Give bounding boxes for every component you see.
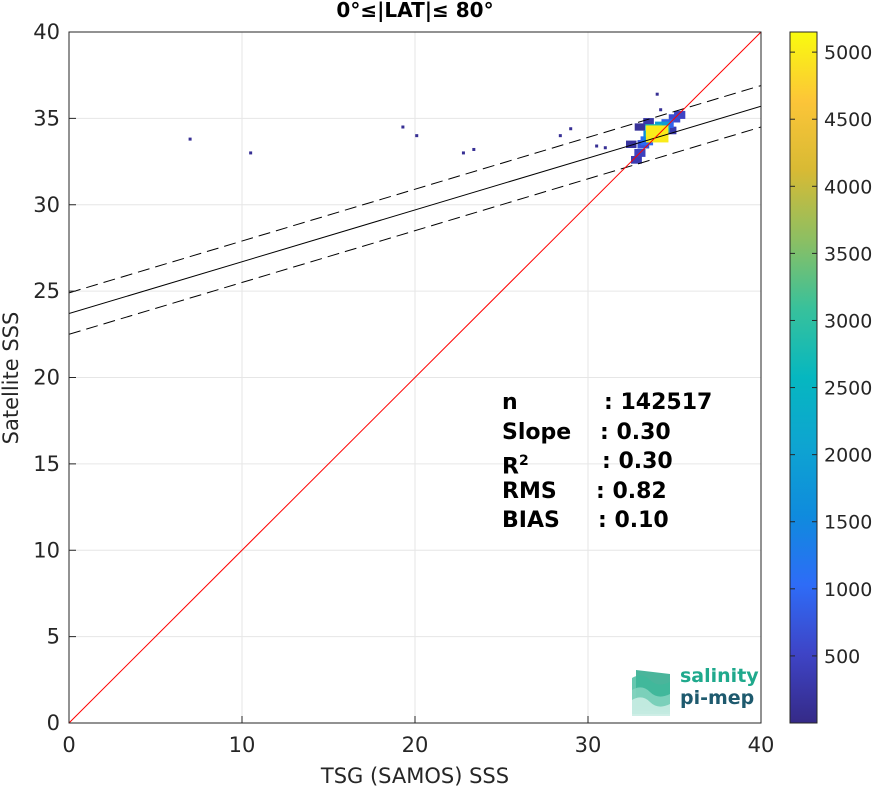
data-marks [69,32,761,723]
density-cell [472,147,476,151]
density-cell [569,127,573,131]
x-axis-label: TSG (SAMOS) SSS [320,764,509,788]
colorbar-tick-label: 2000 [824,445,872,467]
stat-label: Slope [502,419,572,445]
density-cell [643,118,654,126]
y-tick-label: 40 [33,20,60,44]
stat-value: : 0.30 [600,419,671,445]
colorbar-tick-label: 1500 [824,512,872,534]
fit-line [69,105,761,315]
x-tick-label: 0 [62,733,75,757]
colorbar-tick-label: 3000 [824,310,872,332]
reference-line [69,32,761,723]
colorbar-tick-label: 4000 [824,176,872,198]
x-tick-label: 30 [575,733,602,757]
density-cell [626,140,637,148]
density-cell [461,151,465,155]
colorbar-ticks: 500 1000 1500 2000 2500 3000 3500 4000 4500 5000 [790,42,872,668]
x-tick-label: 40 [748,733,775,757]
y-tick-label: 10 [33,538,60,562]
y-tick-label: 0 [47,711,60,735]
y-tick-label: 5 [47,625,60,649]
stat-value: : 0.10 [598,508,669,533]
fit-bound-line [69,126,761,335]
colorbar-tick-label: 4500 [824,109,872,131]
stat-label: R2 [502,453,529,480]
stat-label: RMS [502,478,557,504]
y-tick-label: 20 [33,366,60,390]
y-axis-label: Satellite SSS [0,312,23,445]
x-tick-label: 10 [229,733,256,757]
density-cell [595,144,599,148]
y-tick-label: 35 [33,106,60,130]
density-cell [655,92,659,96]
axis-ticks: 0 10 20 30 40 0 5 10 15 20 25 30 35 40 [33,20,774,757]
stat-label-superscript: 2 [518,453,529,469]
density-cell [631,155,642,164]
x-tick-label: 20 [402,733,429,757]
y-tick-label: 30 [33,193,60,217]
colorbar [789,31,818,724]
colorbar-tick-label: 1000 [824,579,872,601]
stat-value: : 142517 [604,390,713,415]
density-cell [659,108,663,112]
density-cell [188,137,192,141]
fit-bound-line [69,85,761,294]
logo-text-pimep: pi-mep [680,687,755,709]
density-cell [415,134,419,138]
density-cell [603,146,607,150]
colorbar-tick-label: 500 [824,646,860,668]
density-cell [634,123,646,131]
y-tick-label: 25 [33,279,60,303]
stat-value: : 0.82 [596,478,667,504]
density-cell [401,125,405,129]
colorbar-tick-label: 2500 [824,378,872,400]
logo-text-salinity: salinity [680,665,759,687]
chart-title: 0°≤|LAT|≤ 80° [336,0,493,22]
logo: salinity pi-mep [630,664,759,716]
colorbar-tick-label: 5000 [824,42,872,64]
y-tick-label: 15 [33,452,60,476]
logo-waves-icon [632,670,670,716]
density-cell [249,151,253,155]
colorbar-tick-label: 3500 [824,243,872,265]
stat-label: n [502,390,518,415]
density-cell [665,126,677,135]
density-cell [558,134,562,138]
stat-label: BIAS [502,508,560,533]
stat-value: : 0.30 [602,449,673,474]
